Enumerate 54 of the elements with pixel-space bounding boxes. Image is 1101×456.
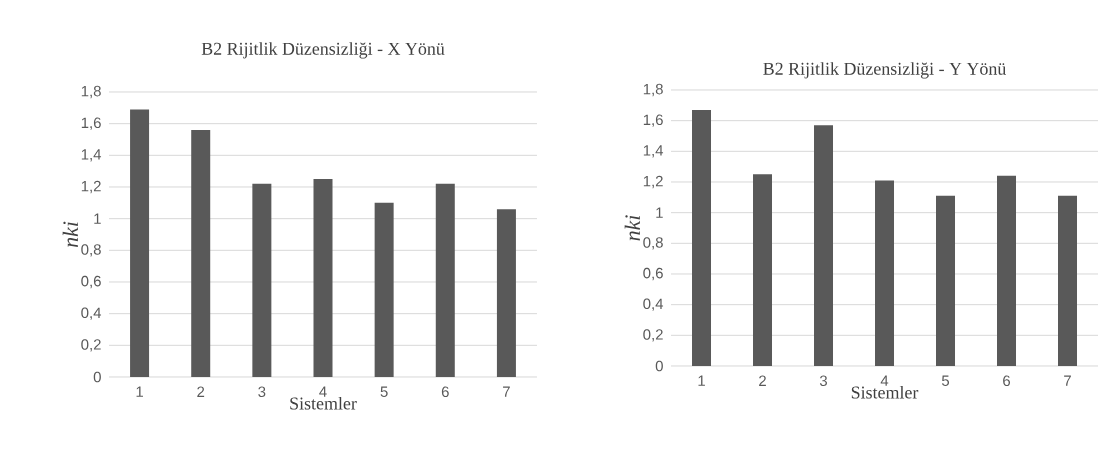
chart-title: B2 Rijitlik Düzensizliği - Y Yönü <box>763 62 1007 79</box>
x-tick-label: 7 <box>1064 375 1071 386</box>
y-tick-label: 1,2 <box>643 175 663 189</box>
x-tick-label: 6 <box>1003 375 1011 387</box>
y-tick-label: 1,6 <box>643 114 663 127</box>
y-tick-label: 0,6 <box>81 275 101 289</box>
bar <box>496 209 516 377</box>
x-tick-label: 2 <box>759 375 766 386</box>
y-tick-label: 0 <box>655 360 663 372</box>
y-tick-label: 0,8 <box>81 244 101 257</box>
y-axis-title: nki <box>624 215 640 241</box>
bar <box>936 195 955 366</box>
bar <box>692 109 712 366</box>
bar <box>130 109 150 377</box>
y-tick-label: 1,4 <box>643 145 664 158</box>
x-tick-label: 2 <box>197 386 205 397</box>
y-axis-title: nki <box>62 221 78 248</box>
y-tick-label: 0,2 <box>643 329 663 342</box>
bar <box>252 183 272 377</box>
x-axis-title: Sistemler <box>851 385 919 399</box>
bar <box>814 125 834 366</box>
chart-title: B2 Rijitlik Düzensizliği - X Yönü <box>201 42 445 59</box>
y-tick-label: 0,6 <box>643 267 663 281</box>
y-tick-label: 0,4 <box>643 298 664 311</box>
y-tick-label: 1,4 <box>81 149 102 162</box>
bar <box>374 202 394 377</box>
x-tick-label: 6 <box>441 386 449 398</box>
bar <box>313 179 333 377</box>
bar <box>997 175 1016 366</box>
y-tick-label: 0,2 <box>81 339 101 352</box>
y-tick-label: 1,6 <box>81 117 101 130</box>
x-tick-label: 4 <box>880 375 889 386</box>
x-tick-label: 3 <box>819 375 828 387</box>
y-tick-label: 1 <box>656 207 663 218</box>
bar <box>435 183 455 377</box>
bar <box>1058 195 1077 366</box>
x-tick-label: 7 <box>503 386 510 397</box>
bar <box>875 180 895 366</box>
y-tick-label: 0,4 <box>81 307 102 320</box>
x-tick-label: 3 <box>258 386 266 398</box>
y-tick-label: 1,2 <box>81 180 101 194</box>
x-tick-label: 5 <box>941 375 950 386</box>
y-tick-label: 0 <box>93 371 101 383</box>
bar <box>753 174 773 366</box>
x-axis-title: Sistemler <box>290 396 357 410</box>
x-tick-label: 4 <box>319 386 327 397</box>
x-tick-label: 1 <box>698 375 705 386</box>
y-tick-label: 1,8 <box>643 83 663 97</box>
y-tick-label: 0,8 <box>643 237 663 250</box>
x-tick-label: 1 <box>136 386 143 397</box>
x-tick-label: 5 <box>380 386 388 397</box>
y-tick-label: 1,8 <box>81 85 101 99</box>
bar <box>191 130 211 377</box>
y-tick-label: 1 <box>94 213 101 224</box>
